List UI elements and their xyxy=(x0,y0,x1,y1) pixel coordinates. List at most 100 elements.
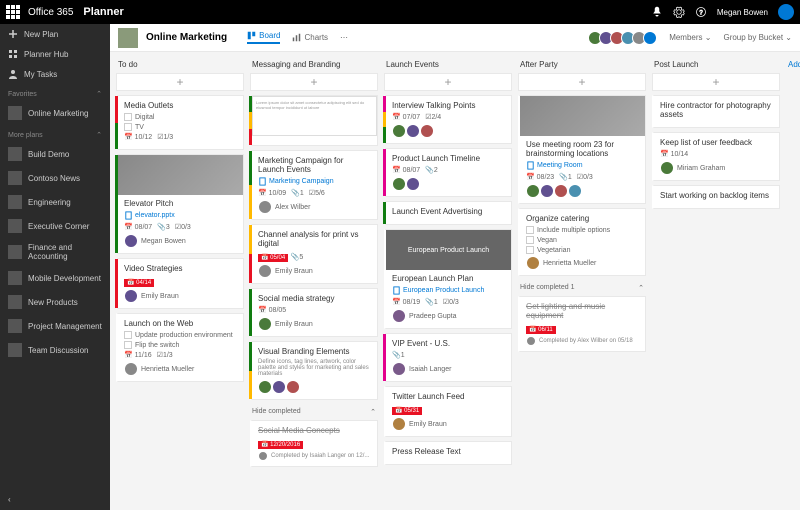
sidebar-plan-item[interactable]: Build Demo xyxy=(0,142,110,166)
card-desc: Define icons, tag lines, artwork, color … xyxy=(258,359,371,377)
bucket: Messaging and Branding + Lorem ipsum dolo… xyxy=(250,58,378,510)
checklist-item[interactable]: Vegan xyxy=(526,236,639,244)
bucket: To do +Media OutletsDigitalTV📅 10/12☑1/3… xyxy=(116,58,244,510)
sidebar-new-plan[interactable]: New Plan xyxy=(0,24,110,44)
sidebar-plan-item[interactable]: Project Management xyxy=(0,314,110,338)
task-card[interactable]: Channel analysis for print vs digital📅 0… xyxy=(250,224,378,284)
sidebar-plan-item[interactable]: New Products xyxy=(0,290,110,314)
gear-icon[interactable] xyxy=(673,6,685,18)
card-meta: 📅 10/14 xyxy=(660,150,773,158)
task-card[interactable]: Start working on backlog items xyxy=(652,185,780,209)
hide-completed-toggle[interactable]: Hide completed 1⌃ xyxy=(518,280,646,296)
task-card[interactable]: Hire contractor for photography assets xyxy=(652,95,780,128)
card-title: Social media strategy xyxy=(258,294,371,303)
sidebar-plan-item[interactable]: Finance and Accounting xyxy=(0,238,110,266)
card-title: Keep list of user feedback xyxy=(660,138,773,147)
task-card[interactable]: Social Media Concepts📅 12/20/2016Complet… xyxy=(250,420,378,467)
task-card[interactable]: Press Release Text xyxy=(384,441,512,465)
bell-icon[interactable] xyxy=(651,6,663,18)
member-avatar[interactable] xyxy=(643,31,657,45)
sidebar-my-tasks[interactable]: My Tasks xyxy=(0,64,110,84)
card-title: Elevator Pitch xyxy=(124,199,237,208)
bucket-header[interactable]: Launch Events xyxy=(384,58,512,73)
tab-charts[interactable]: Charts xyxy=(292,31,328,44)
task-card[interactable]: Media OutletsDigitalTV📅 10/12☑1/3 xyxy=(116,95,244,150)
card-title: Visual Branding Elements xyxy=(258,347,371,356)
card-assignees xyxy=(392,124,505,138)
tab-board[interactable]: Board xyxy=(247,31,280,44)
card-meta: 📅 08/19📎1☑0/3 xyxy=(392,298,505,306)
user-avatar[interactable] xyxy=(778,4,794,20)
task-card[interactable]: Interview Talking Points📅 07/07☑2/4 xyxy=(384,95,512,144)
sidebar: New PlanPlanner HubMy Tasks Favorites⌃ O… xyxy=(0,24,110,510)
date-badge: 📅 05/31 xyxy=(392,407,422,415)
sidebar-plan-item[interactable]: Contoso News xyxy=(0,166,110,190)
more-menu-icon[interactable]: ⋯ xyxy=(340,31,348,44)
hide-completed-toggle[interactable]: Hide completed⌃ xyxy=(250,404,378,420)
collapse-sidebar-icon[interactable]: ‹ xyxy=(8,495,11,504)
card-title: European Launch Plan xyxy=(392,274,505,283)
more-plans-header[interactable]: More plans⌃ xyxy=(0,125,110,142)
task-card[interactable]: Twitter Launch Feed📅 05/31Emily Braun xyxy=(384,386,512,437)
card-title: Start working on backlog items xyxy=(660,191,773,200)
task-card[interactable]: Marketing Campaign for Launch EventsMark… xyxy=(250,150,378,220)
sidebar-fav-item[interactable]: Online Marketing xyxy=(0,101,110,125)
add-task-button[interactable]: + xyxy=(652,73,780,91)
task-card[interactable]: Video Strategies📅 04/14Emily Braun xyxy=(116,258,244,309)
member-avatars[interactable] xyxy=(591,31,657,45)
bucket: After Party + Use meeting room 23 for bra… xyxy=(518,58,646,510)
task-card[interactable]: Visual Branding Elements Define icons, ta… xyxy=(250,341,378,400)
sidebar-plan-item[interactable]: Team Discussion xyxy=(0,338,110,362)
task-card[interactable]: Launch Event Advertising xyxy=(384,201,512,225)
sidebar-plan-item[interactable]: Executive Corner xyxy=(0,214,110,238)
bucket-header[interactable]: To do xyxy=(116,58,244,73)
app-launcher-icon[interactable] xyxy=(6,5,20,19)
checklist-item[interactable]: Flip the switch xyxy=(124,341,237,349)
task-card[interactable]: European Product LaunchEuropean Launch P… xyxy=(384,229,512,329)
card-meta: 📅 11/16☑1/3 xyxy=(124,351,237,359)
add-bucket-button[interactable]: Add new bu xyxy=(786,58,800,71)
checklist-item[interactable]: Update production environment xyxy=(124,331,237,339)
completed-by: Completed by Alex Wilber on 05/18 xyxy=(526,336,639,346)
sidebar-planner-hub[interactable]: Planner Hub xyxy=(0,44,110,64)
task-card[interactable]: VIP Event - U.S.📎1Isaiah Langer xyxy=(384,333,512,382)
task-card[interactable]: Keep list of user feedback 📅 10/14 Miriam … xyxy=(652,132,780,181)
sidebar-plan-item[interactable]: Mobile Development xyxy=(0,266,110,290)
checklist-item[interactable]: Digital xyxy=(124,113,237,121)
add-task-button[interactable]: + xyxy=(250,73,378,91)
add-task-button[interactable]: + xyxy=(116,73,244,91)
task-card[interactable]: Organize cateringInclude multiple option… xyxy=(518,208,646,276)
card-title: Hire contractor for photography assets xyxy=(660,101,773,119)
bucket-header[interactable]: After Party xyxy=(518,58,646,73)
card-title: Interview Talking Points xyxy=(392,101,505,110)
checklist-item[interactable]: Vegetarian xyxy=(526,246,639,254)
task-card[interactable]: Use meeting room 23 for brainstorming lo… xyxy=(518,95,646,204)
add-task-button[interactable]: + xyxy=(384,73,512,91)
card-title: Get lighting and music equipment xyxy=(526,302,639,320)
sidebar-plan-item[interactable]: Engineering xyxy=(0,190,110,214)
product-name: Planner xyxy=(83,6,123,18)
card-meta: 📎1 xyxy=(392,351,505,359)
members-dropdown[interactable]: Members ⌄ xyxy=(669,33,711,42)
task-card[interactable]: Launch on the WebUpdate production envir… xyxy=(116,313,244,382)
card-assignee: Emily Braun xyxy=(124,289,237,303)
favorites-header[interactable]: Favorites⌃ xyxy=(0,84,110,101)
task-card[interactable]: Get lighting and music equipment📅 06/11C… xyxy=(518,296,646,352)
card-assignee: Pradeep Gupta xyxy=(392,309,505,323)
group-by-dropdown[interactable]: Group by Bucket ⌄ xyxy=(723,33,792,42)
card-assignee: Miriam Graham xyxy=(660,161,773,175)
card-meta: 📅 10/09📎1☑5/6 xyxy=(258,189,371,197)
task-card[interactable]: Elevator Pitchelevator.pptx📅 08/07📎3☑0/3… xyxy=(116,154,244,254)
add-task-button[interactable]: + xyxy=(518,73,646,91)
checklist-item[interactable]: TV xyxy=(124,123,237,131)
bucket-header[interactable]: Post Launch xyxy=(652,58,780,73)
task-card[interactable]: Lorem ipsum dolor sit amet consectetur a… xyxy=(250,95,378,146)
task-card[interactable]: Social media strategy📅 08/05Emily Braun xyxy=(250,288,378,337)
card-title: VIP Event - U.S. xyxy=(392,339,505,348)
task-card[interactable]: Product Launch Timeline📅 08/07📎2 xyxy=(384,148,512,197)
help-icon[interactable]: ? xyxy=(695,6,707,18)
checklist-item[interactable]: Include multiple options xyxy=(526,226,639,234)
card-attachment: Meeting Room xyxy=(526,161,639,170)
bucket-header[interactable]: Messaging and Branding xyxy=(250,58,378,73)
card-assignees xyxy=(526,184,639,198)
